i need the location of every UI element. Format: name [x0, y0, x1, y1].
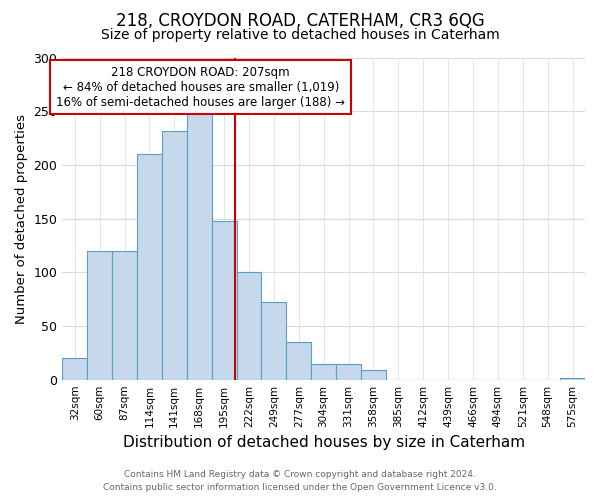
Bar: [87, 251, 112, 380]
Text: 218, CROYDON ROAD, CATERHAM, CR3 6QG: 218, CROYDON ROAD, CATERHAM, CR3 6QG: [116, 12, 484, 30]
Bar: [162, 130, 187, 380]
Bar: [311, 364, 336, 380]
Bar: [336, 364, 361, 380]
Text: Contains HM Land Registry data © Crown copyright and database right 2024.
Contai: Contains HM Land Registry data © Crown c…: [103, 470, 497, 492]
Bar: [112, 251, 137, 380]
Bar: [361, 370, 386, 380]
Bar: [62, 358, 87, 380]
Bar: [187, 111, 212, 380]
Bar: [137, 154, 162, 380]
Bar: [286, 342, 311, 380]
Text: Size of property relative to detached houses in Caterham: Size of property relative to detached ho…: [101, 28, 499, 42]
Bar: [212, 220, 236, 380]
Y-axis label: Number of detached properties: Number of detached properties: [15, 114, 28, 324]
Text: 218 CROYDON ROAD: 207sqm
← 84% of detached houses are smaller (1,019)
16% of sem: 218 CROYDON ROAD: 207sqm ← 84% of detach…: [56, 66, 346, 108]
Bar: [236, 272, 262, 380]
X-axis label: Distribution of detached houses by size in Caterham: Distribution of detached houses by size …: [122, 435, 525, 450]
Bar: [560, 378, 585, 380]
Bar: [262, 302, 286, 380]
